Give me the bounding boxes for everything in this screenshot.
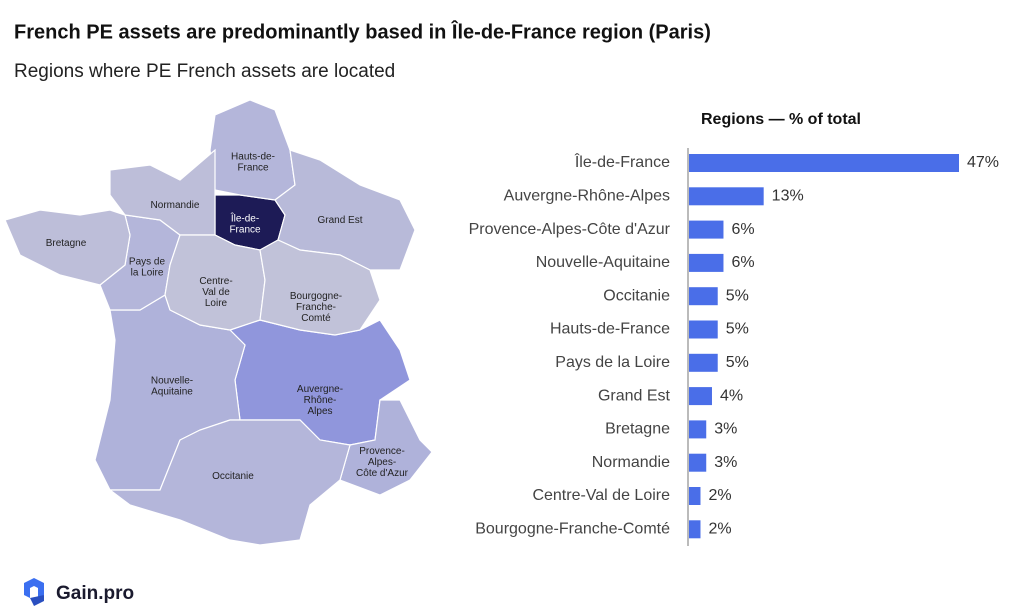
region-label-line: Côte d'Azur — [356, 468, 409, 479]
value-label: 3% — [714, 454, 737, 471]
value-label: 3% — [714, 421, 737, 438]
region-label: Île-de-France — [229, 211, 261, 235]
region-label: Provence-Alpes-Côte d'Azur — [356, 446, 409, 479]
region-label-line: Rhône- — [304, 395, 337, 406]
region-label-line: Hauts-de- — [231, 151, 275, 162]
value-label: 6% — [731, 221, 754, 238]
region-label-line: Alpes — [307, 406, 332, 417]
region-label: Bourgogne-Franche-Comté — [290, 291, 342, 324]
region-label-line: Aquitaine — [151, 386, 193, 397]
region — [4, 209, 131, 286]
region — [209, 99, 296, 201]
region-label-line: Auvergne- — [297, 384, 343, 395]
region-label-line: la Loire — [131, 267, 164, 278]
bar-title: Regions — % of total — [701, 111, 861, 128]
bar — [689, 154, 959, 172]
value-label: 47% — [967, 154, 999, 171]
region-label-line: Normandie — [151, 200, 200, 211]
category-label: Auvergne-Rhône-Alpes — [504, 188, 670, 205]
region-label-line: Val de — [202, 287, 230, 298]
value-label: 6% — [731, 254, 754, 271]
region-label: Auvergne-Rhône-Alpes — [297, 384, 343, 417]
region-label: Grand Est — [317, 215, 362, 226]
region-label: Bretagne — [46, 238, 87, 249]
value-label: 4% — [720, 387, 743, 404]
category-label: Provence-Alpes-Côte d'Azur — [469, 221, 671, 238]
region-label-line: Provence- — [359, 446, 405, 457]
region-label-line: Franche- — [296, 302, 336, 313]
region-label-line: Île-de- — [230, 211, 259, 224]
category-label: Nouvelle-Aquitaine — [536, 254, 670, 271]
region-label-line: Occitanie — [212, 471, 254, 482]
region-label: Centre-Val de Loire — [199, 276, 232, 309]
category-label: Normandie — [592, 454, 670, 471]
region-label-line: Loire — [205, 298, 228, 309]
category-label: Bretagne — [605, 421, 670, 438]
region-label-line: Bretagne — [46, 238, 87, 249]
value-label: 5% — [726, 354, 749, 371]
value-label: 13% — [772, 188, 804, 205]
logo: Gain.pro — [24, 578, 134, 606]
brand: Gain.pro — [56, 583, 134, 604]
region — [259, 239, 381, 336]
category-label: Occitanie — [603, 287, 670, 304]
region-label-line: Comté — [301, 313, 331, 324]
value-label: 2% — [708, 487, 731, 504]
bar — [689, 387, 712, 406]
region-label: Pays de la Loire — [129, 256, 166, 278]
subtitle: Regions where PE French assets are locat… — [14, 61, 395, 82]
category-label: Pays de la Loire — [555, 354, 670, 371]
logo-icon — [24, 578, 44, 598]
region-label-line: Pays de — [129, 256, 166, 267]
region-label: Nouvelle-Aquitaine — [151, 375, 193, 397]
bar — [689, 487, 701, 505]
bar-chart: Regions — % of total Île-de-France 47% Auv… — [469, 111, 999, 546]
category-label: Centre-Val de Loire — [532, 487, 670, 504]
category-label: Grand Est — [598, 387, 671, 404]
bar — [689, 187, 764, 206]
bar — [689, 253, 724, 272]
bar — [689, 220, 724, 239]
region-label: Normandie — [151, 200, 200, 211]
region-label-line: France — [237, 162, 269, 173]
region-label-line: Alpes- — [368, 457, 396, 468]
region — [164, 234, 266, 331]
bar — [689, 287, 718, 306]
region-label-line: Centre- — [199, 276, 232, 287]
bar — [689, 453, 707, 472]
bar — [689, 520, 701, 539]
category-label: Île-de-France — [574, 152, 670, 171]
value-label: 5% — [726, 321, 749, 338]
region-label-line: Nouvelle- — [151, 375, 193, 386]
category-label: Hauts-de-France — [550, 321, 670, 338]
region-label: Occitanie — [212, 471, 254, 482]
region — [339, 399, 433, 496]
title: French PE assets are predominantly based… — [14, 19, 711, 43]
logo-icon — [30, 595, 44, 606]
region-label-line: France — [229, 224, 261, 235]
region-label: Hauts-de-France — [231, 151, 275, 173]
map: Île-de-FranceAuvergne-Rhône-AlpesProvenc… — [4, 99, 433, 546]
value-label: 2% — [708, 521, 731, 538]
bar — [689, 353, 718, 372]
region-label-line: Grand Est — [317, 215, 362, 226]
bar — [689, 420, 707, 439]
category-label: Bourgogne-Franche-Comté — [475, 521, 670, 538]
bar — [689, 320, 718, 339]
value-label: 5% — [726, 287, 749, 304]
region — [108, 419, 351, 546]
region-label-line: Bourgogne- — [290, 291, 342, 302]
